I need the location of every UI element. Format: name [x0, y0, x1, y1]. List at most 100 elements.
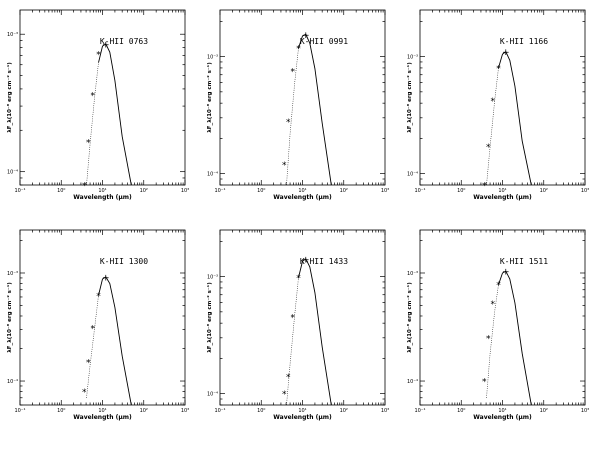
data-point: * [90, 324, 95, 334]
chart-panel: 10⁻¹ 10⁰ 10¹ 10² 10³ 10⁻⁴ 10⁻³ Wavelength (μm) λ… [406, 229, 589, 421]
x-tick-label: 10⁰ [457, 188, 465, 194]
x-tick-label: 10¹ [498, 188, 506, 194]
y-tick-label: 10⁻³ [407, 55, 418, 61]
x-tick-label: 10³ [581, 408, 589, 414]
x-tick-label: 10⁻¹ [14, 188, 25, 194]
x-tick-label: 10⁻¹ [214, 188, 225, 194]
x-tick-label: 10³ [181, 408, 189, 414]
x-tick-label: 10⁰ [257, 188, 265, 194]
chart-panel: 10⁻¹ 10⁰ 10¹ 10² 10³ 10⁻⁴ 10⁻³ Wavelength (μm) λ… [406, 9, 589, 201]
x-tick-label: 10⁰ [257, 408, 265, 414]
x-tick-label: 10³ [381, 188, 389, 194]
model-curve-rising [286, 277, 299, 406]
model-curve [498, 270, 532, 406]
x-tick-label: 10⁻¹ [214, 408, 225, 414]
x-tick-label: 10⁻¹ [414, 188, 425, 194]
x-tick-label: 10² [540, 188, 548, 194]
data-point: * [282, 161, 287, 171]
x-axis-label: Wavelength (μm) [473, 194, 532, 201]
data-point: * [486, 143, 491, 153]
x-tick-label: 10⁰ [457, 408, 465, 414]
model-curve-rising [486, 67, 499, 186]
data-point: * [282, 390, 287, 400]
model-curve [98, 276, 132, 406]
y-axis-label: λF_λ(10⁻⁸ erg cm⁻² s⁻¹) [6, 282, 13, 353]
data-point: * [290, 314, 295, 324]
y-axis-label: λF_λ(10⁻⁸ erg cm⁻² s⁻¹) [406, 282, 413, 353]
model-curve [298, 33, 332, 186]
x-tick-label: 10² [340, 188, 348, 194]
panel-title: K-HII 1433 [300, 257, 348, 266]
chart-panel: 10⁻¹ 10⁰ 10¹ 10² 10³ 10⁻⁴ 10⁻³ Wavelength (μm) λ… [6, 9, 189, 201]
x-tick-label: 10² [340, 408, 348, 414]
y-axis-label: λF_λ(10⁻⁸ erg cm⁻² s⁻¹) [206, 62, 213, 133]
data-point: * [82, 182, 87, 192]
chart-panel: 10⁻¹ 10⁰ 10¹ 10² 10³ 10⁻⁴ 10⁻³ Wavelength (μm) λ… [206, 229, 389, 421]
chart-panel: 10⁻¹ 10⁰ 10¹ 10² 10³ 10⁻⁴ 10⁻³ Wavelength (μm) λ… [6, 229, 189, 421]
x-tick-label: 10² [540, 408, 548, 414]
data-point: * [496, 281, 501, 291]
model-curve-rising [86, 295, 99, 398]
data-point: * [86, 359, 91, 369]
data-point: * [482, 378, 487, 388]
x-axis-label: Wavelength (μm) [273, 414, 332, 421]
model-curve [498, 51, 532, 186]
y-tick-label: 10⁻³ [407, 271, 418, 277]
data-point: * [286, 373, 291, 383]
model-curve-rising [286, 48, 299, 186]
x-tick-label: 10¹ [298, 408, 306, 414]
panel-title: K-HII 1511 [500, 257, 548, 266]
peak-marker: + [102, 273, 110, 283]
y-tick-label: 10⁻⁴ [207, 172, 218, 178]
x-tick-label: 10¹ [298, 188, 306, 194]
data-point: * [490, 97, 495, 107]
model-curve [298, 258, 332, 406]
peak-marker: + [502, 48, 510, 58]
data-point: * [82, 388, 87, 398]
x-tick-label: 10³ [381, 408, 389, 414]
data-point: * [90, 92, 95, 102]
data-point: * [96, 292, 101, 302]
x-tick-label: 10³ [581, 188, 589, 194]
y-tick-label: 10⁻⁴ [407, 172, 418, 178]
y-axis-label: λF_λ(10⁻⁸ erg cm⁻² s⁻¹) [206, 282, 213, 353]
y-tick-label: 10⁻³ [207, 275, 218, 281]
data-point: * [490, 300, 495, 310]
data-point: * [482, 182, 487, 192]
y-axis-label: λF_λ(10⁻⁸ erg cm⁻² s⁻¹) [6, 62, 13, 133]
x-tick-label: 10⁰ [57, 408, 65, 414]
data-point: * [96, 50, 101, 60]
y-tick-label: 10⁻⁴ [7, 170, 18, 176]
x-axis-label: Wavelength (μm) [273, 194, 332, 201]
data-point: * [86, 138, 91, 148]
data-point: * [296, 45, 301, 55]
model-curve-rising [86, 62, 99, 186]
peak-marker: + [302, 31, 310, 41]
panel-title: K-HII 1300 [100, 257, 148, 266]
data-point: * [290, 68, 295, 78]
data-point: * [286, 118, 291, 128]
data-point: * [486, 335, 491, 345]
x-tick-label: 10⁻¹ [414, 408, 425, 414]
panel-title: K-HII 1166 [500, 37, 548, 46]
x-tick-label: 10³ [181, 188, 189, 194]
x-tick-label: 10⁰ [57, 188, 65, 194]
peak-marker: + [502, 268, 510, 278]
x-axis-label: Wavelength (μm) [73, 194, 132, 201]
panel-title: K-HII 0763 [100, 37, 148, 46]
model-curve [98, 43, 132, 186]
y-axis-label: λF_λ(10⁻⁸ erg cm⁻² s⁻¹) [406, 62, 413, 133]
x-tick-label: 10¹ [498, 408, 506, 414]
x-tick-label: 10⁻¹ [14, 408, 25, 414]
y-tick-label: 10⁻³ [207, 55, 218, 61]
chart-panel: 10⁻¹ 10⁰ 10¹ 10² 10³ 10⁻⁴ 10⁻³ Wavelength (μm) λ… [206, 9, 389, 201]
x-tick-label: 10² [140, 188, 148, 194]
peak-marker: + [302, 255, 310, 265]
model-curve-rising [486, 284, 499, 398]
x-tick-label: 10¹ [98, 188, 106, 194]
y-tick-label: 10⁻³ [7, 32, 18, 38]
data-point: * [296, 274, 301, 284]
panel-title: K-HII 0991 [300, 37, 348, 46]
data-point: * [496, 64, 501, 74]
